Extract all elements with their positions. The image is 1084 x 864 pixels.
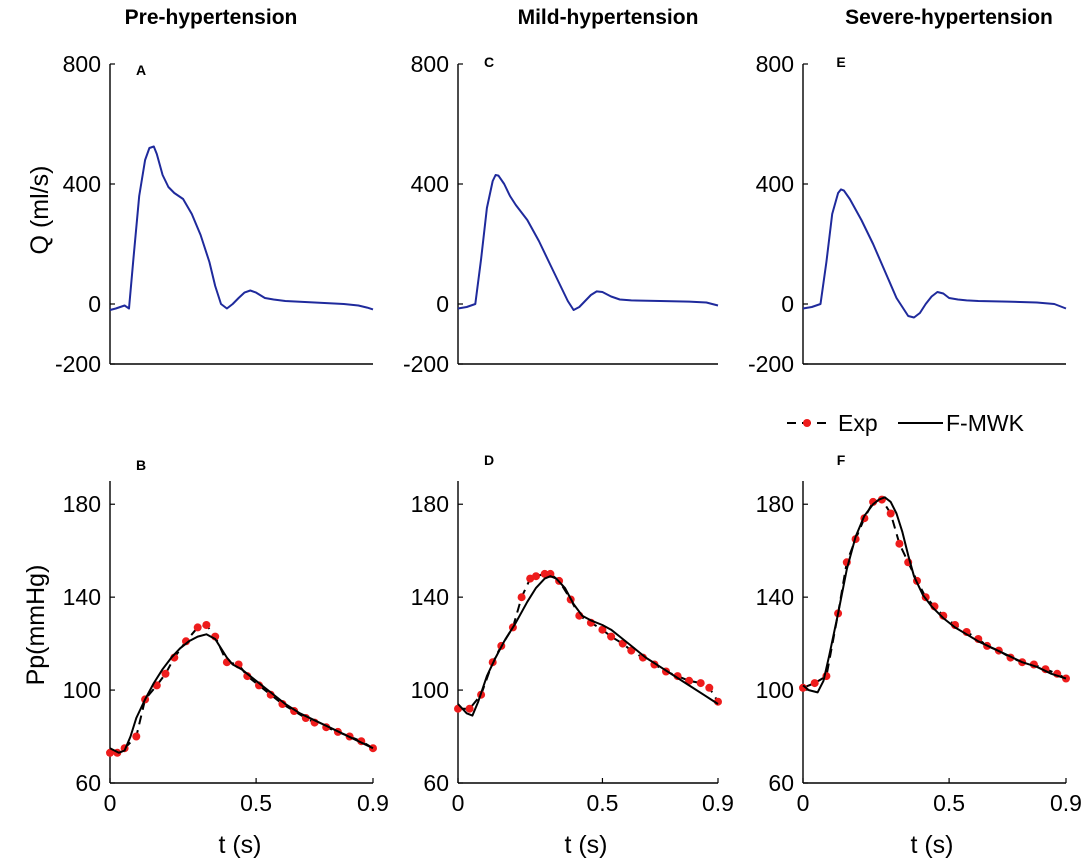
panel-letter-b: B (136, 457, 146, 473)
panel-letter-c: C (484, 54, 494, 70)
exp-point-f (939, 611, 948, 620)
exp-point-d (705, 683, 714, 692)
y-tick-label-a: 0 (88, 291, 101, 317)
y-tick-label-d: 60 (423, 770, 449, 796)
y-tick-label-d: 100 (411, 677, 449, 703)
y-tick-label-a: 400 (63, 171, 101, 197)
legend-model-label: F-MWK (946, 410, 1025, 436)
model-line-b (109, 633, 374, 754)
x-tick-label-d: 0 (452, 790, 465, 816)
exp-point-b (202, 621, 211, 629)
y-axis-label-pressure: Pp(mmHg) (22, 565, 50, 686)
panel-a: -200 0 400 800 (55, 51, 374, 377)
exp-point-d (696, 679, 705, 688)
x-tick-label-f: 0.5 (933, 790, 965, 816)
x-tick-label-b: 0.9 (357, 790, 389, 816)
exp-line-b (110, 623, 374, 754)
exp-point-b (182, 637, 190, 646)
exp-point-d (607, 632, 616, 641)
legend-exp-label: Exp (838, 410, 878, 436)
y-tick-label-e: 800 (756, 51, 794, 77)
exp-point-d (685, 676, 694, 685)
exp-point-b (243, 672, 252, 681)
x-tick-label-b: 0.5 (240, 790, 272, 816)
exp-point-d (517, 593, 526, 602)
exp-point-b (152, 681, 161, 690)
y-tick-label-c: 400 (411, 171, 449, 197)
y-tick-label-f: 60 (768, 770, 794, 796)
y-tick-label-b: 60 (75, 770, 101, 796)
y-tick-label-f: 140 (756, 584, 794, 610)
exp-point-b (193, 623, 202, 632)
y-tick-label-d: 140 (411, 584, 449, 610)
panel-letter-f: F (837, 452, 846, 468)
y-tick-label-c: -200 (403, 351, 449, 377)
y-tick-label-c: 0 (436, 291, 449, 317)
model-line-f (802, 496, 1067, 694)
panel-letter-d: D (484, 452, 494, 468)
exp-point-b (132, 732, 141, 741)
exp-point-b (161, 669, 170, 678)
panels: -200 0 400 800 -200 0 400 800 -200 0 400 800 60 100 14… (55, 51, 1082, 816)
y-tick-label-b: 140 (63, 584, 101, 610)
y-tick-label-d: 180 (411, 491, 449, 517)
model-line-d (457, 575, 719, 717)
panel-b: 60 100 140 180 0 0.5 0.9 (63, 481, 389, 816)
y-tick-label-f: 180 (756, 491, 794, 517)
y-tick-label-c: 800 (411, 51, 449, 77)
flow-line-c (457, 174, 719, 311)
x-axis-label-d: t (s) (564, 831, 607, 859)
y-tick-label-a: -200 (55, 351, 101, 377)
exp-point-f (810, 679, 819, 688)
exp-point-b (106, 748, 114, 757)
legend-exp-marker (803, 419, 811, 427)
y-tick-label-b: 100 (63, 677, 101, 703)
x-axis-label-f: t (s) (910, 831, 953, 859)
exp-point-d (540, 569, 549, 578)
panel-letter-e: E (836, 54, 845, 70)
x-tick-label-b: 0 (104, 790, 117, 816)
exp-point-b (278, 700, 287, 708)
exp-point-d (598, 625, 607, 634)
legend: Exp F-MWK (787, 410, 1025, 436)
x-tick-label-f: 0.9 (1050, 790, 1082, 816)
x-tick-label-d: 0.9 (702, 790, 734, 816)
y-tick-label-e: 400 (756, 171, 794, 197)
y-tick-label-e: 0 (781, 291, 794, 317)
y-tick-label-f: 100 (756, 677, 794, 703)
exp-point-f (895, 539, 904, 548)
y-axis-label-flow: Q (ml/s) (26, 166, 54, 255)
panel-letter-a: A (136, 62, 146, 78)
x-tick-label-f: 0 (797, 790, 810, 816)
exp-point-d (465, 704, 474, 713)
column-title-severe: Severe-hypertension (845, 6, 1053, 29)
flow-line-a (109, 145, 374, 311)
panel-f: 60 100 140 180 0 0.5 0.9 (756, 481, 1082, 816)
exp-point-b (266, 690, 275, 699)
exp-point-b (255, 681, 263, 690)
panel-c: -200 0 400 800 (403, 51, 719, 377)
panel-d: 60 100 140 180 0 0.5 0.9 (411, 481, 734, 816)
exp-point-d (546, 569, 555, 578)
x-tick-label-d: 0.5 (586, 790, 618, 816)
flow-line-e (802, 188, 1067, 319)
column-title-mild: Mild-hypertension (518, 6, 699, 29)
panel-e: -200 0 400 800 (748, 51, 1067, 377)
exp-point-d (532, 572, 540, 581)
exp-point-f (886, 509, 895, 518)
column-title-pre: Pre-hypertension (125, 6, 298, 29)
exp-line-d (458, 572, 719, 710)
y-tick-label-b: 180 (63, 491, 101, 517)
x-axis-label-b: t (s) (218, 831, 261, 859)
y-tick-label-a: 800 (63, 51, 101, 77)
y-tick-label-e: -200 (748, 351, 794, 377)
